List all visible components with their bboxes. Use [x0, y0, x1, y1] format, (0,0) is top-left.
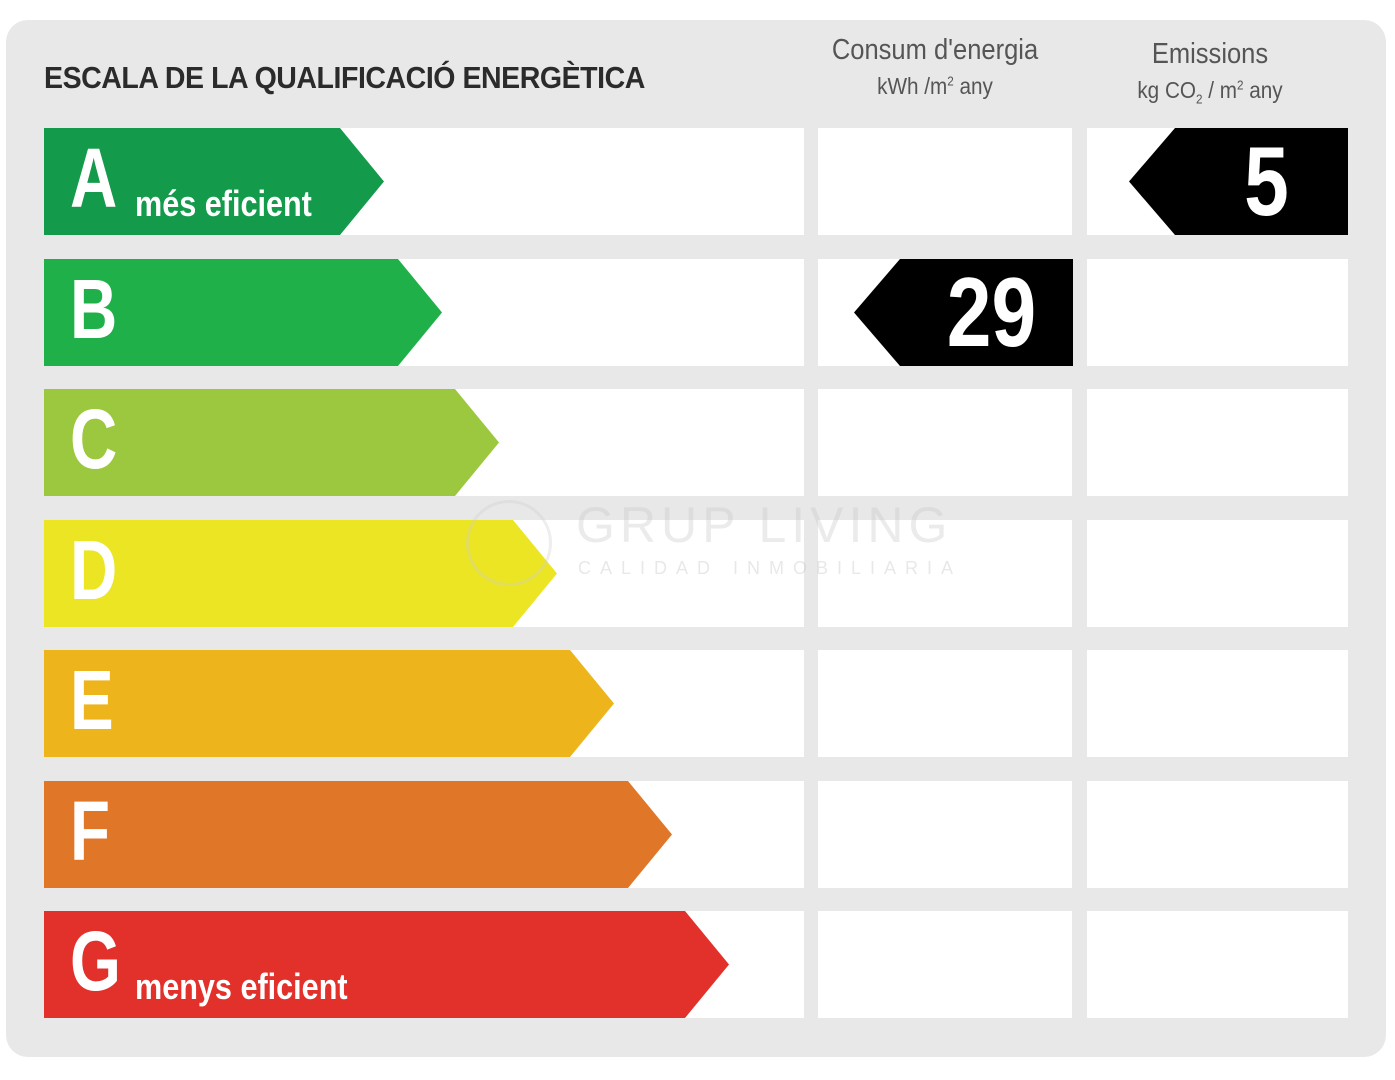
emissions-indicator-value: 5 — [1244, 126, 1289, 236]
emissions-column-header: Emissions kg CO2 / m2 any — [1090, 38, 1330, 107]
class-arrow-shape — [44, 128, 384, 235]
emissions-heading: Emissions — [1151, 38, 1269, 70]
scale-title: ESCALA DE LA QUALIFICACIÓ ENERGÈTICA — [44, 60, 645, 95]
emissions-indicator: 5 — [1129, 128, 1348, 235]
emissions-cell — [1087, 911, 1348, 1018]
class-bar-b: B — [44, 259, 442, 366]
class-letter: F — [70, 784, 111, 878]
consumption-unit: kWh /m2 any — [877, 73, 993, 99]
consumption-cell — [818, 389, 1072, 496]
consumption-indicator-value: 29 — [946, 257, 1037, 367]
class-arrow-shape — [44, 259, 442, 366]
emissions-cell — [1087, 259, 1348, 366]
class-arrow-shape — [44, 520, 557, 627]
class-letter: G — [70, 914, 121, 1008]
class-letter: C — [70, 392, 118, 486]
emissions-cell — [1087, 781, 1348, 888]
class-arrow-shape — [44, 650, 614, 757]
class-bar-d: D — [44, 520, 557, 627]
consumption-cell — [818, 911, 1072, 1018]
consumption-cell — [818, 650, 1072, 757]
class-label: menys eficient — [135, 966, 348, 1007]
emissions-cell — [1087, 520, 1348, 627]
class-label: més eficient — [135, 183, 312, 224]
emissions-cell — [1087, 650, 1348, 757]
consumption-heading: Consum d'energia — [831, 34, 1039, 66]
consumption-cell — [818, 128, 1072, 235]
class-letter: E — [70, 653, 114, 747]
consumption-cell — [818, 520, 1072, 627]
class-letter: A — [70, 131, 118, 225]
class-arrow-shape — [44, 389, 499, 496]
indicator-arrow-shape — [1129, 128, 1348, 235]
class-bar-e: E — [44, 650, 614, 757]
class-bar-c: C — [44, 389, 499, 496]
emissions-unit: kg CO2 / m2 any — [1137, 77, 1283, 107]
class-arrow-shape — [44, 911, 729, 1018]
indicator-arrow-shape — [854, 259, 1073, 366]
class-letter: B — [70, 262, 118, 356]
consumption-indicator: 29 — [854, 259, 1073, 366]
class-arrow-shape — [44, 781, 672, 888]
emissions-cell — [1087, 389, 1348, 496]
consumption-cell — [818, 781, 1072, 888]
consumption-column-header: Consum d'energia kWh /m2 any — [815, 34, 1055, 100]
class-letter: D — [70, 523, 118, 617]
class-bar-f: F — [44, 781, 672, 888]
